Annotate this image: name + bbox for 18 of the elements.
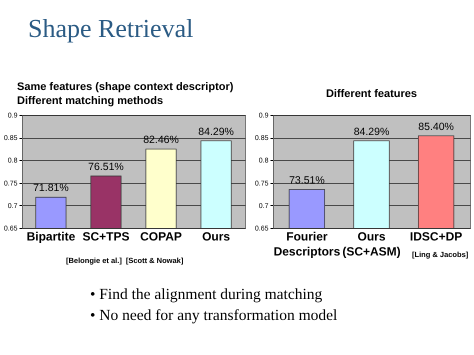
x-tick-label: SC+TPS <box>82 230 130 244</box>
data-label: 76.51% <box>88 160 124 173</box>
text: • Find the alignment during matching <box>90 285 324 305</box>
x-tick-label: Fourier Descriptors <box>274 230 341 258</box>
data-label: 71.81% <box>33 182 69 194</box>
text: • No need for any transformation model <box>90 306 338 326</box>
x-tick-label: Bipartite <box>26 230 76 244</box>
text: Shape Retrieval <box>28 14 194 44</box>
chart-title: Same features (shape context descriptor) <box>17 81 234 93</box>
data-label: 84.29% <box>354 126 390 138</box>
x-tick-label: IDSC+DP <box>410 230 462 244</box>
chart-subtitle: Different matching methods <box>17 95 164 107</box>
data-label: 85.40% <box>418 120 454 133</box>
x-tick-label: Ours (SC+ASM) <box>342 230 401 258</box>
data-label: 84.29% <box>198 126 234 138</box>
x-tick-label: COPAP <box>140 230 182 244</box>
chart-title: Different features <box>326 88 418 100</box>
x-tick-label: Ours <box>202 230 230 244</box>
